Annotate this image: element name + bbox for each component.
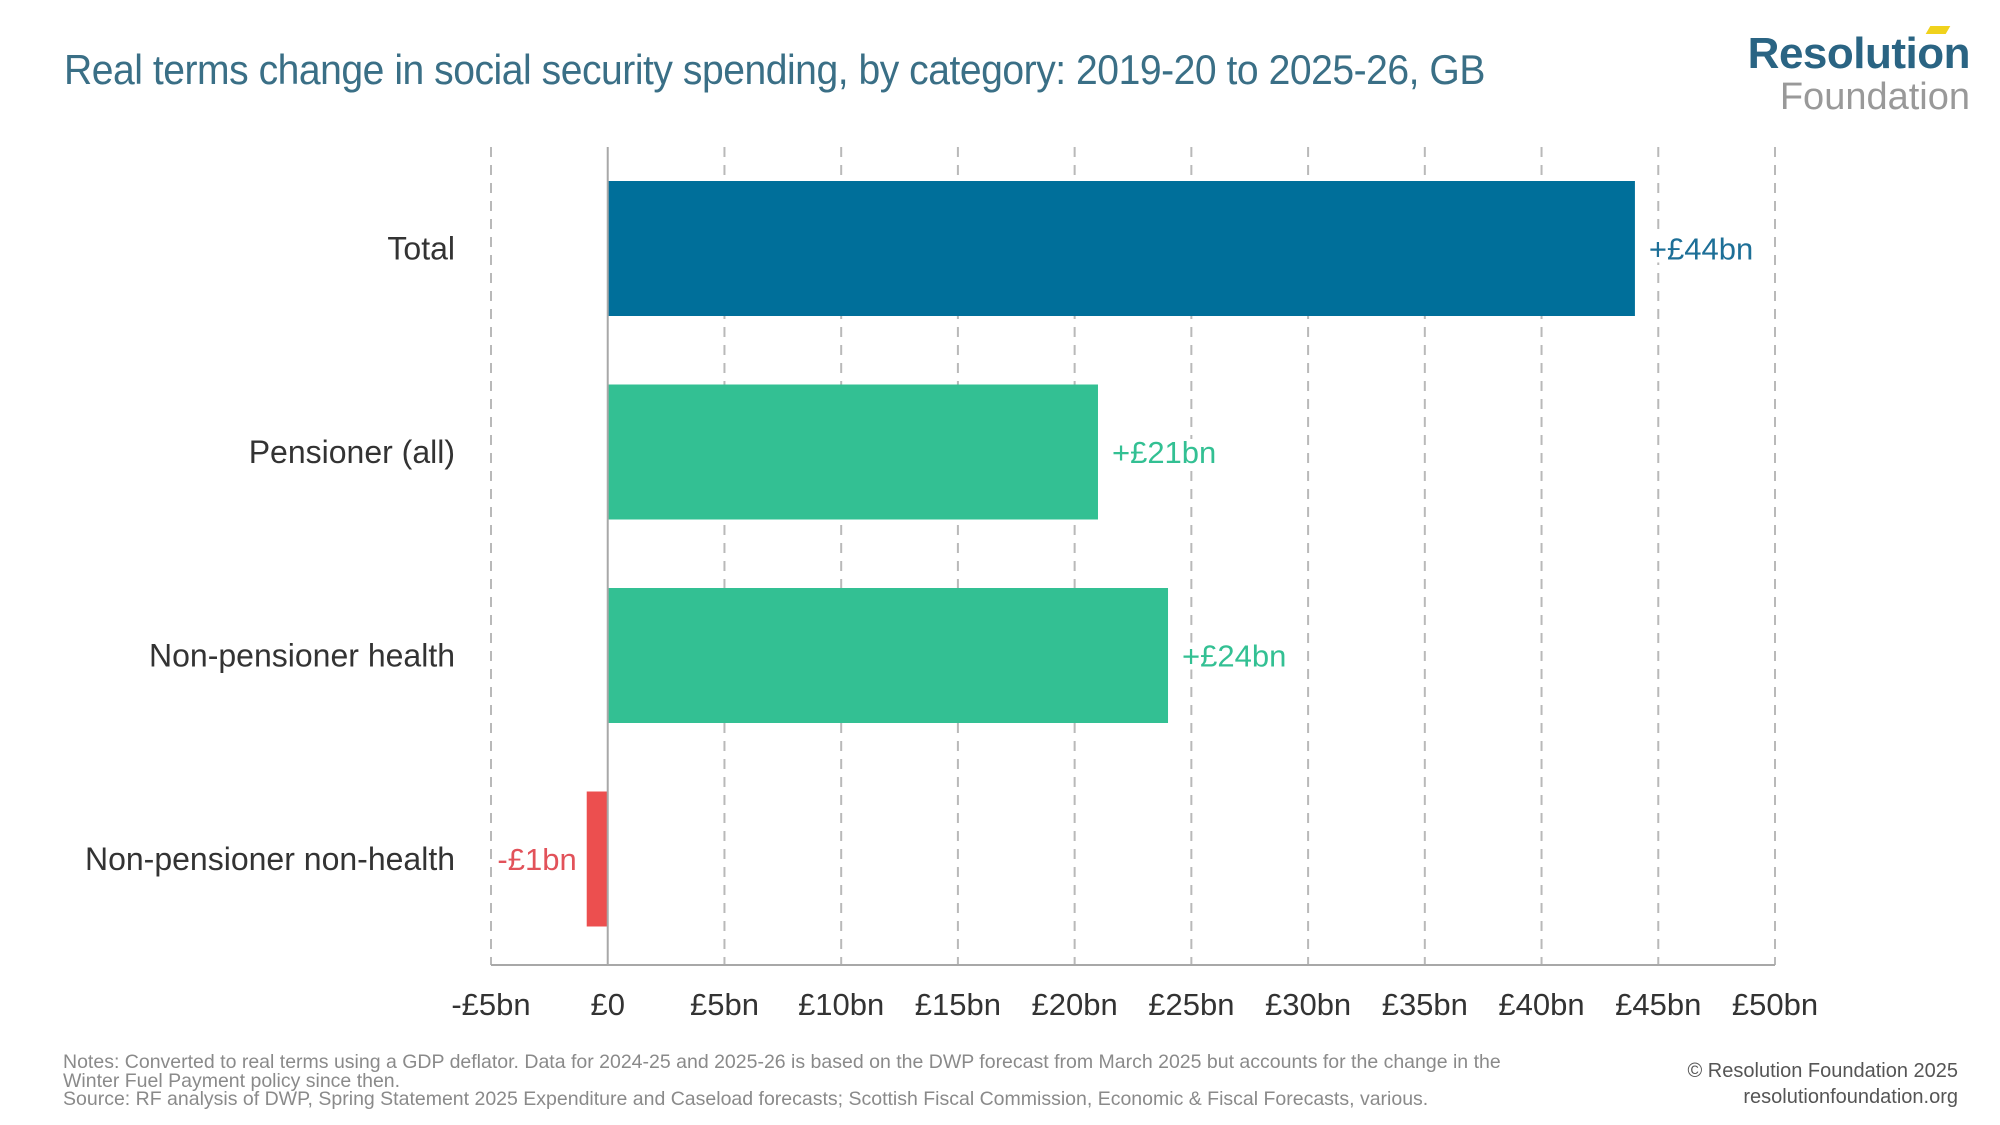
category-label: Non-pensioner non-health — [85, 841, 455, 877]
x-tick-label: £30bn — [1265, 987, 1351, 1022]
x-axis: -£5bn £0 £5bn £10bn £15bn £20bn £25bn £30bn £35b… — [451, 964, 1818, 1022]
category-label: Pensioner (all) — [249, 434, 455, 470]
x-tick-label: -£5bn — [451, 987, 530, 1022]
notes-line-2: Winter Fuel Payment policy since then. — [63, 1069, 401, 1092]
value-label: -£1bn — [497, 842, 576, 877]
x-tick-label: £15bn — [915, 987, 1001, 1022]
category-label: Total — [387, 231, 455, 267]
x-tick-label: £5bn — [690, 987, 759, 1022]
copyright-block: © Resolution Foundation 2025 resolutionf… — [1688, 1058, 1958, 1110]
value-label: +£44bn — [1649, 232, 1753, 267]
chart-notes: Notes: Converted to real terms using a G… — [63, 1053, 1623, 1109]
logo-wordmark-top: Resolution — [1747, 26, 1971, 78]
x-tick-label: £20bn — [1032, 987, 1118, 1022]
value-labels: +£44bn +£21bn +£24bn -£1bn — [494, 232, 1757, 877]
value-label: +£24bn — [1182, 639, 1286, 674]
chart-title: Real terms change in social security spe… — [64, 46, 1485, 93]
website-text: resolutionfoundation.org — [1743, 1086, 1958, 1108]
category-label: Non-pensioner health — [149, 638, 455, 674]
value-label-background — [494, 846, 580, 873]
bars — [586, 181, 1635, 927]
x-tick-label: £45bn — [1615, 987, 1701, 1022]
category-labels: Total Pensioner (all) Non-pensioner health… — [85, 231, 455, 878]
x-tick-label: £50bn — [1732, 987, 1818, 1022]
logo-line1: Resolution — [1747, 29, 1971, 78]
value-label-background — [1645, 235, 1757, 263]
bar-1 — [607, 384, 1098, 520]
bar-2 — [607, 588, 1169, 723]
value-label: +£21bn — [1112, 435, 1216, 470]
x-tick-label: £0 — [590, 987, 624, 1022]
x-tick-label: £10bn — [798, 987, 884, 1022]
value-label-background — [1108, 439, 1220, 466]
bar-3 — [586, 791, 608, 927]
x-tick-label: £25bn — [1148, 987, 1234, 1022]
resolution-foundation-logo: Resolution Foundation — [1747, 26, 1971, 118]
source-line: Source: RF analysis of DWP, Spring State… — [63, 1088, 1429, 1110]
x-tick-label: £35bn — [1382, 987, 1468, 1022]
value-label-background — [1179, 642, 1290, 670]
logo-line2: Foundation — [1779, 76, 1970, 118]
notes-line-1: Notes: Converted to real terms using a G… — [63, 1051, 1501, 1073]
x-tick-label: £40bn — [1498, 987, 1584, 1022]
bar-0 — [607, 181, 1635, 316]
copyright-text: © Resolution Foundation 2025 — [1687, 1060, 1958, 1082]
